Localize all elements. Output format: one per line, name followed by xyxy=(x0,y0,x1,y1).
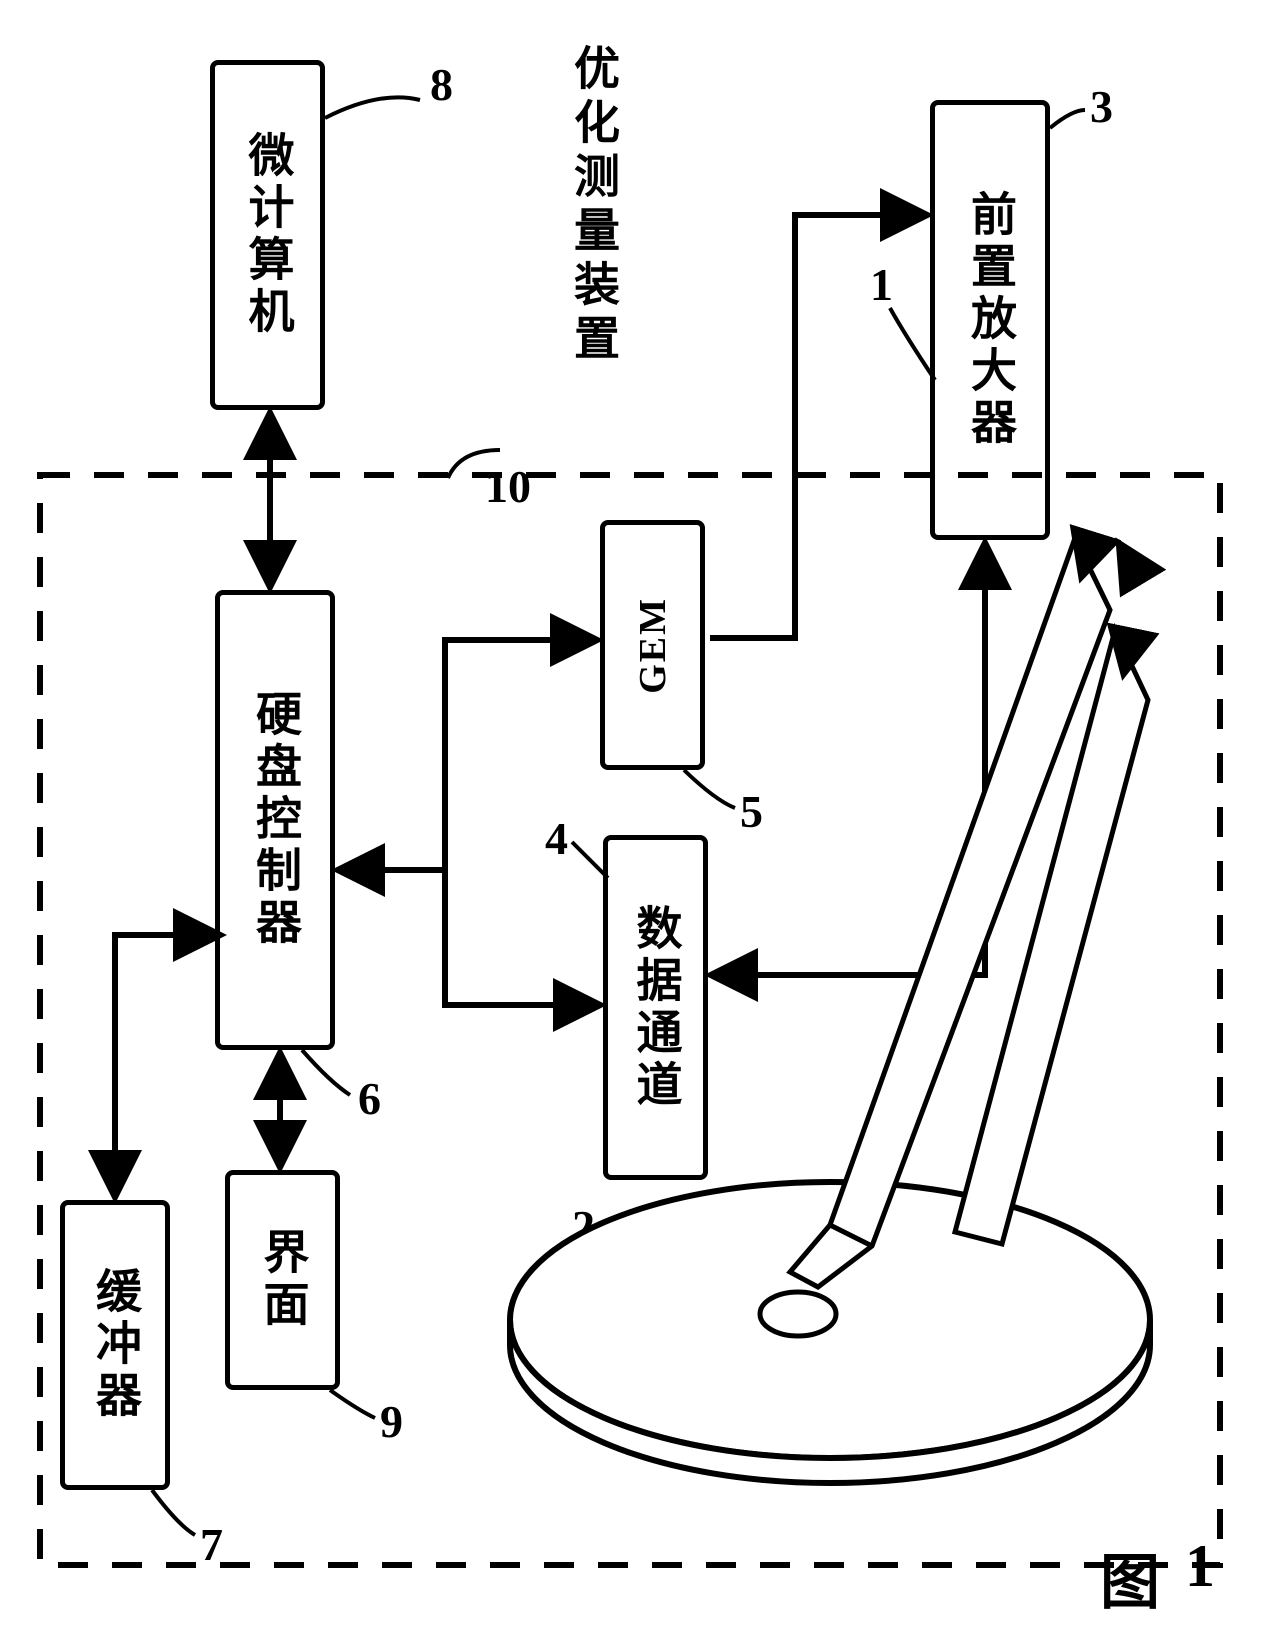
arrow-arm-bot-down xyxy=(1124,638,1131,672)
node-buffer: 缓冲器 xyxy=(60,1200,170,1490)
arm-bottom xyxy=(955,630,1148,1244)
lead-6 xyxy=(302,1050,350,1095)
lead-9 xyxy=(330,1390,375,1418)
ref-3: 3 xyxy=(1090,80,1113,133)
arrow-arm-return xyxy=(1120,545,1135,570)
node-hdd-controller-label: 硬盘控制器 xyxy=(242,690,308,950)
disk-hole xyxy=(760,1292,836,1336)
title-number: 10 xyxy=(485,460,531,513)
ref-2: 2 xyxy=(572,1200,595,1253)
ref-5: 5 xyxy=(740,785,763,838)
ref-7: 7 xyxy=(200,1518,223,1571)
lead-5 xyxy=(684,770,735,808)
node-microcomputer: 微计算机 xyxy=(210,60,325,410)
diagram-overlay xyxy=(0,0,1264,1634)
diagram-canvas: 10 优化测量装置 微计算机 8 硬盘控制器 6 缓冲器 7 界面 9 GEM … xyxy=(0,0,1264,1634)
node-interface-label: 界面 xyxy=(250,1228,316,1332)
edge-junction-5 xyxy=(445,640,595,870)
lead-3 xyxy=(1050,110,1085,128)
lead-1 xyxy=(890,308,935,380)
figure-number: 1 xyxy=(1185,1532,1215,1601)
ref-1: 1 xyxy=(870,258,893,311)
ref-9: 9 xyxy=(380,1395,403,1448)
node-interface: 界面 xyxy=(225,1170,340,1390)
edge-4-3 xyxy=(713,545,985,975)
node-microcomputer-label: 微计算机 xyxy=(235,131,301,339)
node-preamp: 前置放大器 xyxy=(930,100,1050,540)
node-buffer-label: 缓冲器 xyxy=(82,1267,148,1423)
lead-7 xyxy=(152,1490,195,1535)
diagram-title: 优化测量装置 xyxy=(560,44,626,368)
ref-4: 4 xyxy=(545,812,568,865)
figure-label: 图 xyxy=(1100,1534,1160,1621)
node-gem-label: GEM xyxy=(631,597,675,694)
arrow-arm-top-down xyxy=(1082,543,1092,575)
edge-6-7 xyxy=(115,935,218,1195)
edge-junction-4 xyxy=(445,870,598,1005)
lead-8 xyxy=(325,97,420,118)
node-hdd-controller: 硬盘控制器 xyxy=(215,590,335,1050)
arm-top xyxy=(790,538,1110,1287)
lead-2 xyxy=(608,1238,706,1268)
ref-8: 8 xyxy=(430,58,453,111)
node-data-channel: 数据通道 xyxy=(603,835,708,1180)
node-gem: GEM xyxy=(600,520,705,770)
ref-6: 6 xyxy=(358,1072,381,1125)
node-preamp-label: 前置放大器 xyxy=(957,190,1023,450)
disk-platter xyxy=(510,1182,1150,1458)
node-data-channel-label: 数据通道 xyxy=(623,904,689,1112)
